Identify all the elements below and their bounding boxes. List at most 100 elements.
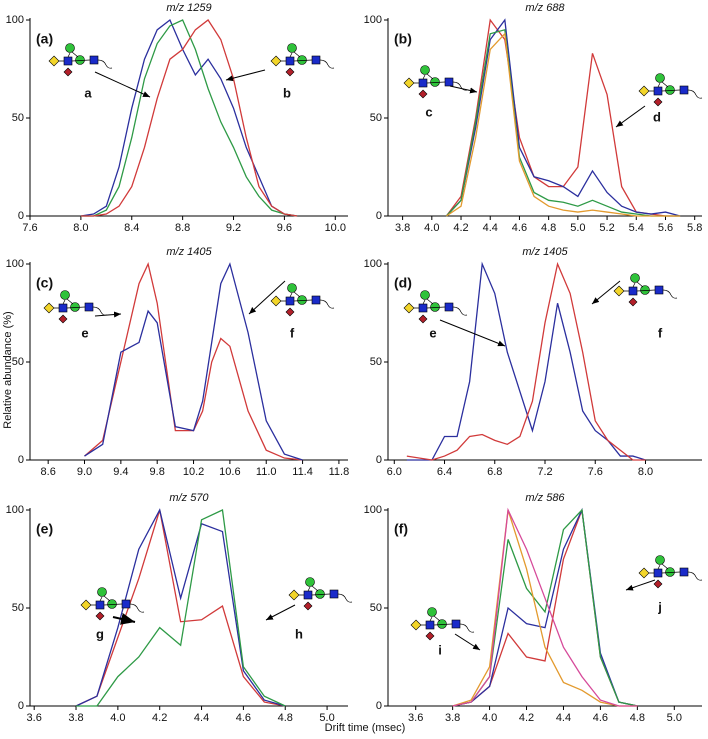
series-line bbox=[84, 262, 303, 461]
y-tick-label: 100 bbox=[6, 504, 24, 516]
glycan-sugar bbox=[287, 43, 297, 53]
series-line bbox=[452, 509, 638, 707]
x-tick-label: 8.0 bbox=[638, 466, 653, 478]
glycan-sugar bbox=[613, 285, 625, 297]
x-tick-label: 7.6 bbox=[22, 222, 37, 234]
glycan-sugar bbox=[403, 77, 415, 89]
glycan-sugar bbox=[89, 55, 99, 65]
x-tick-label: 5.4 bbox=[629, 222, 644, 234]
glycan-link bbox=[281, 291, 335, 309]
y-tick-label: 100 bbox=[364, 258, 382, 270]
x-tick-label: 7.2 bbox=[537, 466, 552, 478]
glycan-sugar bbox=[60, 290, 70, 300]
x-tick-label: 5.0 bbox=[570, 222, 585, 234]
y-tick-label: 50 bbox=[12, 112, 24, 124]
glycan-sugar bbox=[80, 599, 92, 611]
glycan-sugar bbox=[410, 619, 422, 631]
glycan-link bbox=[59, 51, 113, 69]
panel-label: (a) bbox=[36, 31, 53, 47]
glycan-sugar bbox=[679, 567, 689, 577]
glycan-sugar bbox=[630, 273, 640, 283]
series-line bbox=[80, 19, 298, 217]
glycan-sugar bbox=[638, 85, 650, 97]
x-tick-label: 11.0 bbox=[256, 466, 277, 478]
panel-label: (b) bbox=[394, 31, 412, 47]
glycan-sugar bbox=[665, 567, 675, 577]
glycan-sugar bbox=[665, 85, 675, 95]
glycan-link bbox=[91, 595, 145, 613]
y-tick-label: 50 bbox=[370, 112, 382, 124]
series-line bbox=[76, 509, 286, 707]
x-tick-label: 6.4 bbox=[437, 466, 452, 478]
x-tick-label: 5.8 bbox=[687, 222, 702, 234]
y-tick-label: 50 bbox=[370, 356, 382, 368]
annotation-arrow bbox=[265, 604, 296, 621]
glycan-icon bbox=[403, 65, 468, 99]
series-line bbox=[452, 507, 638, 707]
series-line bbox=[452, 507, 638, 707]
x-tick-label: 4.0 bbox=[424, 222, 439, 234]
y-tick-label: 50 bbox=[12, 356, 24, 368]
glycan-sugar bbox=[653, 86, 663, 96]
x-tick-label: 4.6 bbox=[593, 712, 608, 724]
x-tick-label: 11.8 bbox=[329, 466, 350, 478]
chart-title: m/z 1405 bbox=[166, 246, 212, 258]
x-tick-label: 3.8 bbox=[395, 222, 410, 234]
annotation-arrow bbox=[248, 280, 286, 315]
glycan-sugar bbox=[95, 611, 105, 621]
x-tick-label: 8.4 bbox=[124, 222, 139, 234]
annotation-label: g bbox=[96, 626, 104, 641]
glycan-sugar bbox=[420, 290, 430, 300]
glycan-sugar bbox=[653, 579, 663, 589]
glycan-sugar bbox=[95, 600, 105, 610]
x-tick-label: 9.8 bbox=[150, 466, 165, 478]
glycan-icon bbox=[410, 607, 475, 641]
annotation-arrow bbox=[615, 105, 646, 128]
glycan-sugar bbox=[107, 599, 117, 609]
series-line bbox=[80, 18, 298, 217]
x-tick-label: 5.6 bbox=[658, 222, 673, 234]
x-tick-label: 4.2 bbox=[519, 712, 534, 724]
y-tick-label: 100 bbox=[364, 14, 382, 26]
annotation-label: h bbox=[295, 626, 303, 641]
series-line bbox=[84, 262, 303, 461]
glycan-sugar bbox=[329, 589, 339, 599]
series-line bbox=[406, 261, 646, 461]
glycan-link bbox=[649, 81, 703, 99]
y-tick-label: 0 bbox=[376, 454, 382, 466]
glycan-sugar bbox=[654, 285, 664, 295]
x-tick-label: 3.8 bbox=[445, 712, 460, 724]
glycan-sugar bbox=[63, 67, 73, 77]
series-line bbox=[75, 508, 286, 707]
glycan-sugar bbox=[48, 55, 60, 67]
glycan-link bbox=[414, 73, 468, 91]
glycan-sugar bbox=[430, 77, 440, 87]
glycan-sugar bbox=[640, 285, 650, 295]
series-line bbox=[406, 261, 646, 461]
series-line bbox=[445, 28, 681, 217]
glycan-sugar bbox=[430, 302, 440, 312]
x-tick-label: 4.8 bbox=[278, 712, 293, 724]
glycan-sugar bbox=[628, 286, 638, 296]
y-tick-label: 0 bbox=[18, 210, 24, 222]
glycan-icon bbox=[270, 283, 335, 317]
y-tick-label: 0 bbox=[376, 210, 382, 222]
glycan-sugar bbox=[444, 302, 454, 312]
annotation-arrow bbox=[439, 319, 506, 347]
glycan-icon bbox=[613, 273, 678, 307]
x-tick-label: 8.0 bbox=[73, 222, 88, 234]
x-tick-label: 4.4 bbox=[556, 712, 571, 724]
glycan-sugar bbox=[628, 297, 638, 307]
x-tick-label: 4.2 bbox=[152, 712, 167, 724]
annotation-arrow bbox=[625, 579, 656, 591]
x-tick-label: 8.8 bbox=[175, 222, 190, 234]
y-tick-label: 100 bbox=[6, 14, 24, 26]
annotation-label: f bbox=[290, 325, 295, 340]
annotation-label: i bbox=[438, 642, 442, 657]
x-tick-label: 9.4 bbox=[113, 466, 128, 478]
x-tick-label: 3.6 bbox=[27, 712, 42, 724]
chart-title: m/z 1405 bbox=[522, 246, 568, 258]
annotation-label: d bbox=[653, 109, 661, 124]
glycan-sugar bbox=[655, 555, 665, 565]
annotation-arrow bbox=[94, 311, 122, 318]
